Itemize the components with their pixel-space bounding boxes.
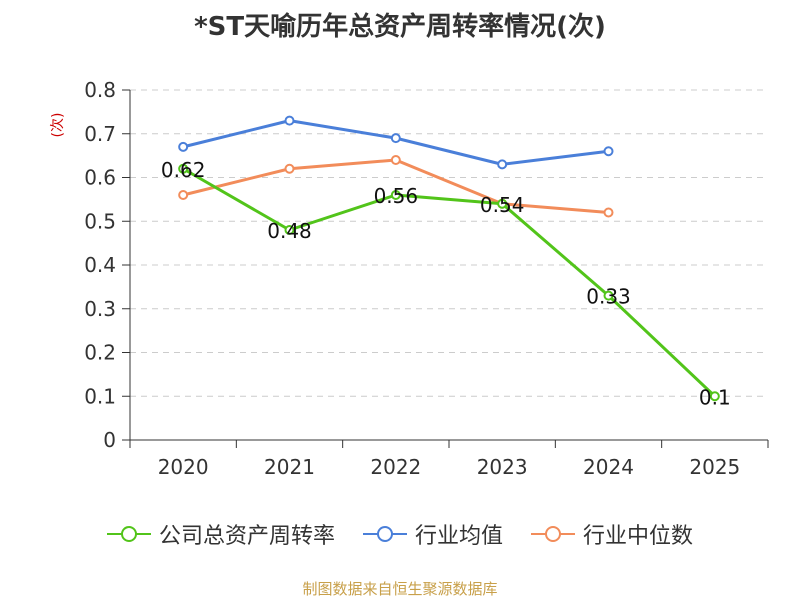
y-tick-label: 0.7: [84, 122, 116, 146]
data-point[interactable]: [284, 163, 295, 174]
legend-swatch-industry-mean: [362, 526, 407, 542]
data-point[interactable]: [603, 146, 614, 157]
data-label: 0.48: [267, 219, 312, 243]
data-point[interactable]: [497, 159, 508, 170]
data-point[interactable]: [178, 190, 189, 200]
x-tick-label: 2025: [689, 455, 740, 479]
data-point[interactable]: [603, 290, 614, 301]
y-tick-label: 0.3: [84, 297, 116, 321]
x-tick-label: 2023: [477, 455, 528, 479]
x-tick-label: 2021: [264, 455, 315, 479]
data-point[interactable]: [390, 190, 401, 200]
data-point[interactable]: [284, 225, 295, 235]
series-line: [182, 167, 716, 398]
data-point[interactable]: [497, 198, 508, 209]
y-tick-label: 0.5: [84, 209, 116, 233]
data-point[interactable]: [178, 163, 189, 174]
x-tick-label: 2020: [158, 455, 209, 479]
data-point[interactable]: [390, 155, 401, 165]
data-label: 0.54: [480, 193, 525, 217]
axes: [122, 89, 769, 448]
data-point[interactable]: [178, 141, 189, 152]
legend-label-company: 公司总资产周转率: [158, 524, 335, 549]
data-label: 0.33: [586, 285, 631, 309]
y-tick-label: 0.1: [84, 384, 116, 408]
series-group: [178, 115, 720, 402]
x-tick-label: 2024: [583, 455, 634, 479]
y-tick-label: 0.8: [84, 78, 116, 102]
chart-title: *ST天喻历年总资产周转率情况(次): [194, 12, 606, 42]
legend-label-industry-median: 行业中位数: [583, 524, 694, 549]
source-note: 制图数据来自恒生聚源数据库: [302, 580, 498, 598]
y-tick-label: 0: [103, 428, 116, 452]
legend: 公司总资产周转率 行业均值 行业中位数: [0, 518, 800, 550]
y-tick-labels: 0 0.1 0.2 0.3 0.4 0.5 0.6 0.7 0.8: [84, 78, 116, 452]
grid-lines: [130, 89, 768, 397]
data-point[interactable]: [390, 133, 401, 144]
data-label: 0.62: [161, 158, 206, 182]
data-point[interactable]: [603, 207, 614, 218]
y-tick-label: 0.6: [84, 166, 116, 190]
data-point[interactable]: [284, 115, 295, 126]
legend-item-industry-median[interactable]: 行业中位数: [531, 518, 693, 550]
legend-swatch-industry-median: [531, 526, 575, 542]
legend-label-industry-mean: 行业均值: [414, 524, 503, 549]
data-label: 0.1: [699, 385, 731, 409]
y-axis-label: (次): [50, 113, 66, 138]
y-tick-label: 0.2: [84, 341, 116, 365]
data-point[interactable]: [709, 391, 720, 402]
legend-item-company[interactable]: 公司总资产周转率: [106, 518, 335, 550]
legend-item-industry-mean[interactable]: 行业均值: [362, 518, 503, 550]
legend-swatch-company: [106, 526, 151, 542]
data-label: 0.56: [374, 184, 419, 208]
y-tick-label: 0.4: [84, 253, 116, 277]
x-tick-label: 2022: [370, 455, 421, 479]
x-tick-labels: 2020 2021 2022 2023 2024 2025: [158, 455, 741, 479]
data-labels: 0.62 0.48 0.56 0.54 0.33 0.1: [161, 158, 731, 410]
